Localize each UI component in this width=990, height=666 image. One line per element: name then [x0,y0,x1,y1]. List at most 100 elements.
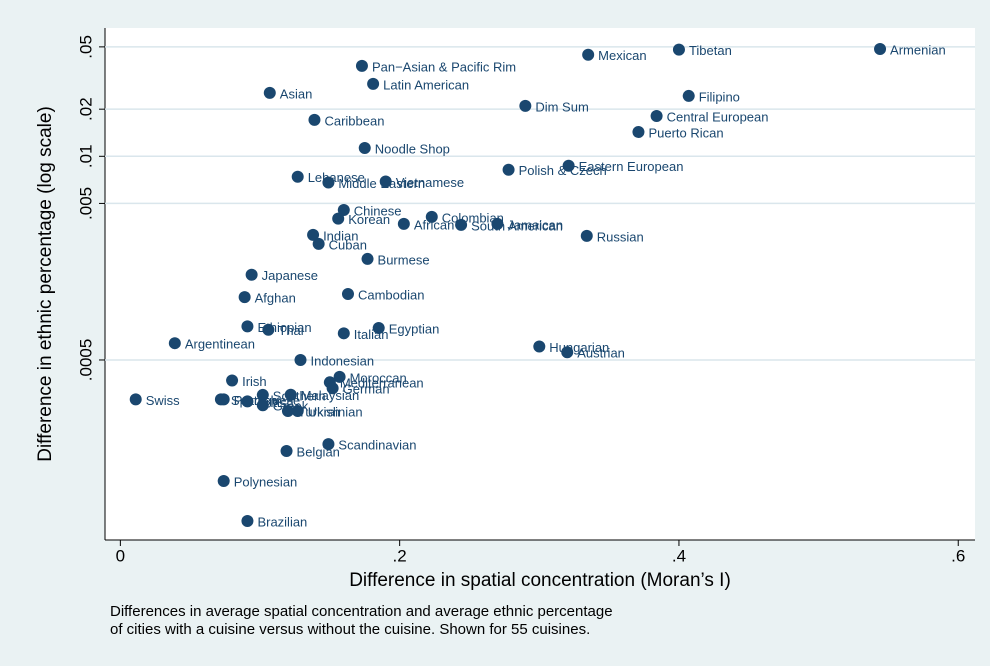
point-label: Lebanese [308,170,365,185]
point-label: Mexican [598,48,646,63]
point [241,515,254,528]
point-label: Thai [278,323,303,338]
point [491,217,504,230]
point-label: Polish & Czech [519,163,607,178]
point [582,48,595,61]
point [312,237,325,250]
point [308,113,321,126]
point-label: Dim Sum [535,99,588,114]
point [425,210,438,223]
point [874,42,887,55]
point-label: Jamaican [507,217,563,232]
point [256,388,269,401]
x-tick-label: .2 [393,546,407,565]
point [226,374,239,387]
point-label: Irish [242,374,267,389]
point-label: Mediterranean [340,376,424,391]
point-label: Japanese [262,268,318,283]
point [455,218,468,231]
point [238,291,251,304]
point [372,322,385,335]
y-axis-title: Difference in ethnic percentage (log sca… [35,106,56,462]
point-label: Cuban [329,237,367,252]
y-tick-label: .01 [76,144,95,168]
y-tick-label: .0005 [76,339,95,382]
point [129,393,142,406]
point-label: Latin American [383,77,469,92]
point-label: Brazilian [257,514,307,529]
point-label: Ukrainian [308,404,363,419]
point-label: Russian [597,229,644,244]
point-label: Central European [667,109,769,124]
point-label: Scandinavian [338,438,416,453]
point [333,370,346,383]
point [367,77,380,90]
point-label: Cambodian [358,287,425,302]
point-label: Korean [348,212,390,227]
point [562,159,575,172]
point [341,287,354,300]
point [533,340,546,353]
point-label: Italian [354,327,389,342]
x-tick-label: 0 [116,546,125,565]
point [332,212,345,225]
point [294,353,307,366]
point [291,405,304,418]
point [256,399,269,412]
point-label: Afghan [255,291,296,306]
point-label: German [343,382,390,397]
point [217,475,230,488]
point-label: Southern [273,388,326,403]
point-label: Polynesian [234,474,298,489]
point-label: Burmese [378,252,430,267]
point-label: Indonesian [311,353,375,368]
caption-line: Differences in average spatial concentra… [110,603,613,620]
point [263,86,276,99]
point-label: Eastern European [579,159,684,174]
y-tick-label: .02 [76,97,95,121]
point-label: Filipino [699,89,740,104]
point-label: Turkish [298,404,340,419]
point-label: Egyptian [389,321,440,336]
point-label: Indian [323,228,358,243]
plot-area [105,28,975,540]
point [379,175,392,188]
point [580,229,593,242]
point-label: Malaysian [301,388,360,403]
point [502,163,515,176]
caption-line: of cities with a cuisine versus without … [110,621,590,638]
point [397,217,410,230]
point [672,43,685,56]
point [361,252,374,265]
point-label: Argentinean [185,337,255,352]
point [284,388,297,401]
y-tick-label: .005 [76,187,95,220]
point-label: Armenian [890,42,946,57]
point-label: Puerto Rican [648,125,723,140]
point-label: Belgian [297,444,340,459]
point [241,395,254,408]
point-label: Chinese [354,203,402,218]
point [337,327,350,340]
point-label: Caribbean [324,113,384,128]
point [355,59,368,72]
point [307,228,320,241]
point-label: Noodle Shop [375,141,450,156]
x-tick-label: .6 [951,546,965,565]
y-tick-label: .05 [76,35,95,59]
point [650,109,663,122]
point [291,170,304,183]
point-label: Pan−Asian & Pacific Rim [372,59,516,74]
point [337,203,350,216]
point [326,382,339,395]
point [519,99,532,112]
point-label: Tibetan [689,43,732,58]
point-label: Swiss [146,393,180,408]
point [281,405,294,418]
point [632,125,645,138]
point [322,438,335,451]
point [682,89,695,102]
point [561,346,574,359]
point [322,176,335,189]
